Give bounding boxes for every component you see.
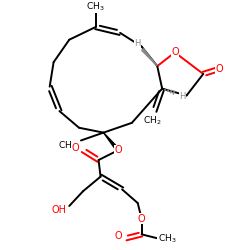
Text: O: O xyxy=(171,48,179,58)
Text: H: H xyxy=(134,39,141,48)
Text: O: O xyxy=(138,214,145,224)
Text: O: O xyxy=(71,143,79,153)
Text: OH: OH xyxy=(52,205,67,215)
Text: CH$_3$: CH$_3$ xyxy=(158,232,176,244)
Text: O: O xyxy=(114,145,122,155)
Text: CH$_2$: CH$_2$ xyxy=(143,115,162,127)
Text: CH$_3$: CH$_3$ xyxy=(58,139,76,151)
Text: O: O xyxy=(215,64,223,74)
Polygon shape xyxy=(142,49,157,66)
Text: H: H xyxy=(180,92,186,101)
Text: CH$_3$: CH$_3$ xyxy=(86,0,105,13)
Text: O: O xyxy=(114,231,122,241)
Polygon shape xyxy=(104,133,120,151)
